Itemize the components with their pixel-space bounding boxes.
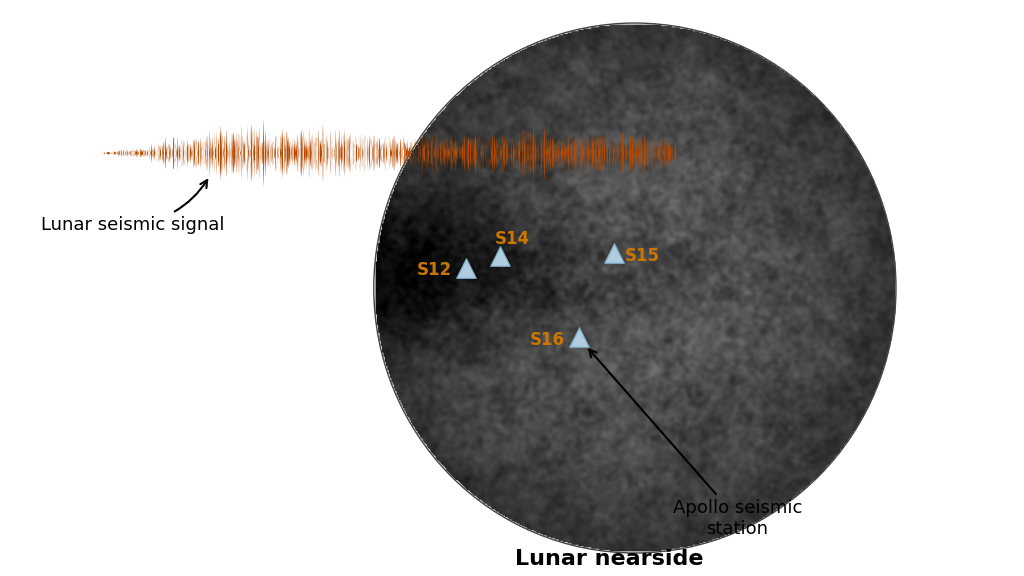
Text: S15: S15: [625, 247, 659, 266]
Text: Lunar seismic signal: Lunar seismic signal: [41, 180, 224, 234]
Point: [458, 263, 474, 272]
Text: S12: S12: [417, 260, 452, 279]
Text: Lunar nearside: Lunar nearside: [515, 549, 703, 569]
Point: [492, 252, 508, 261]
Text: S16: S16: [529, 331, 564, 349]
Text: Apollo seismic
station: Apollo seismic station: [589, 350, 802, 538]
Text: S14: S14: [495, 230, 529, 248]
Point: [606, 249, 623, 258]
Point: [570, 332, 587, 342]
